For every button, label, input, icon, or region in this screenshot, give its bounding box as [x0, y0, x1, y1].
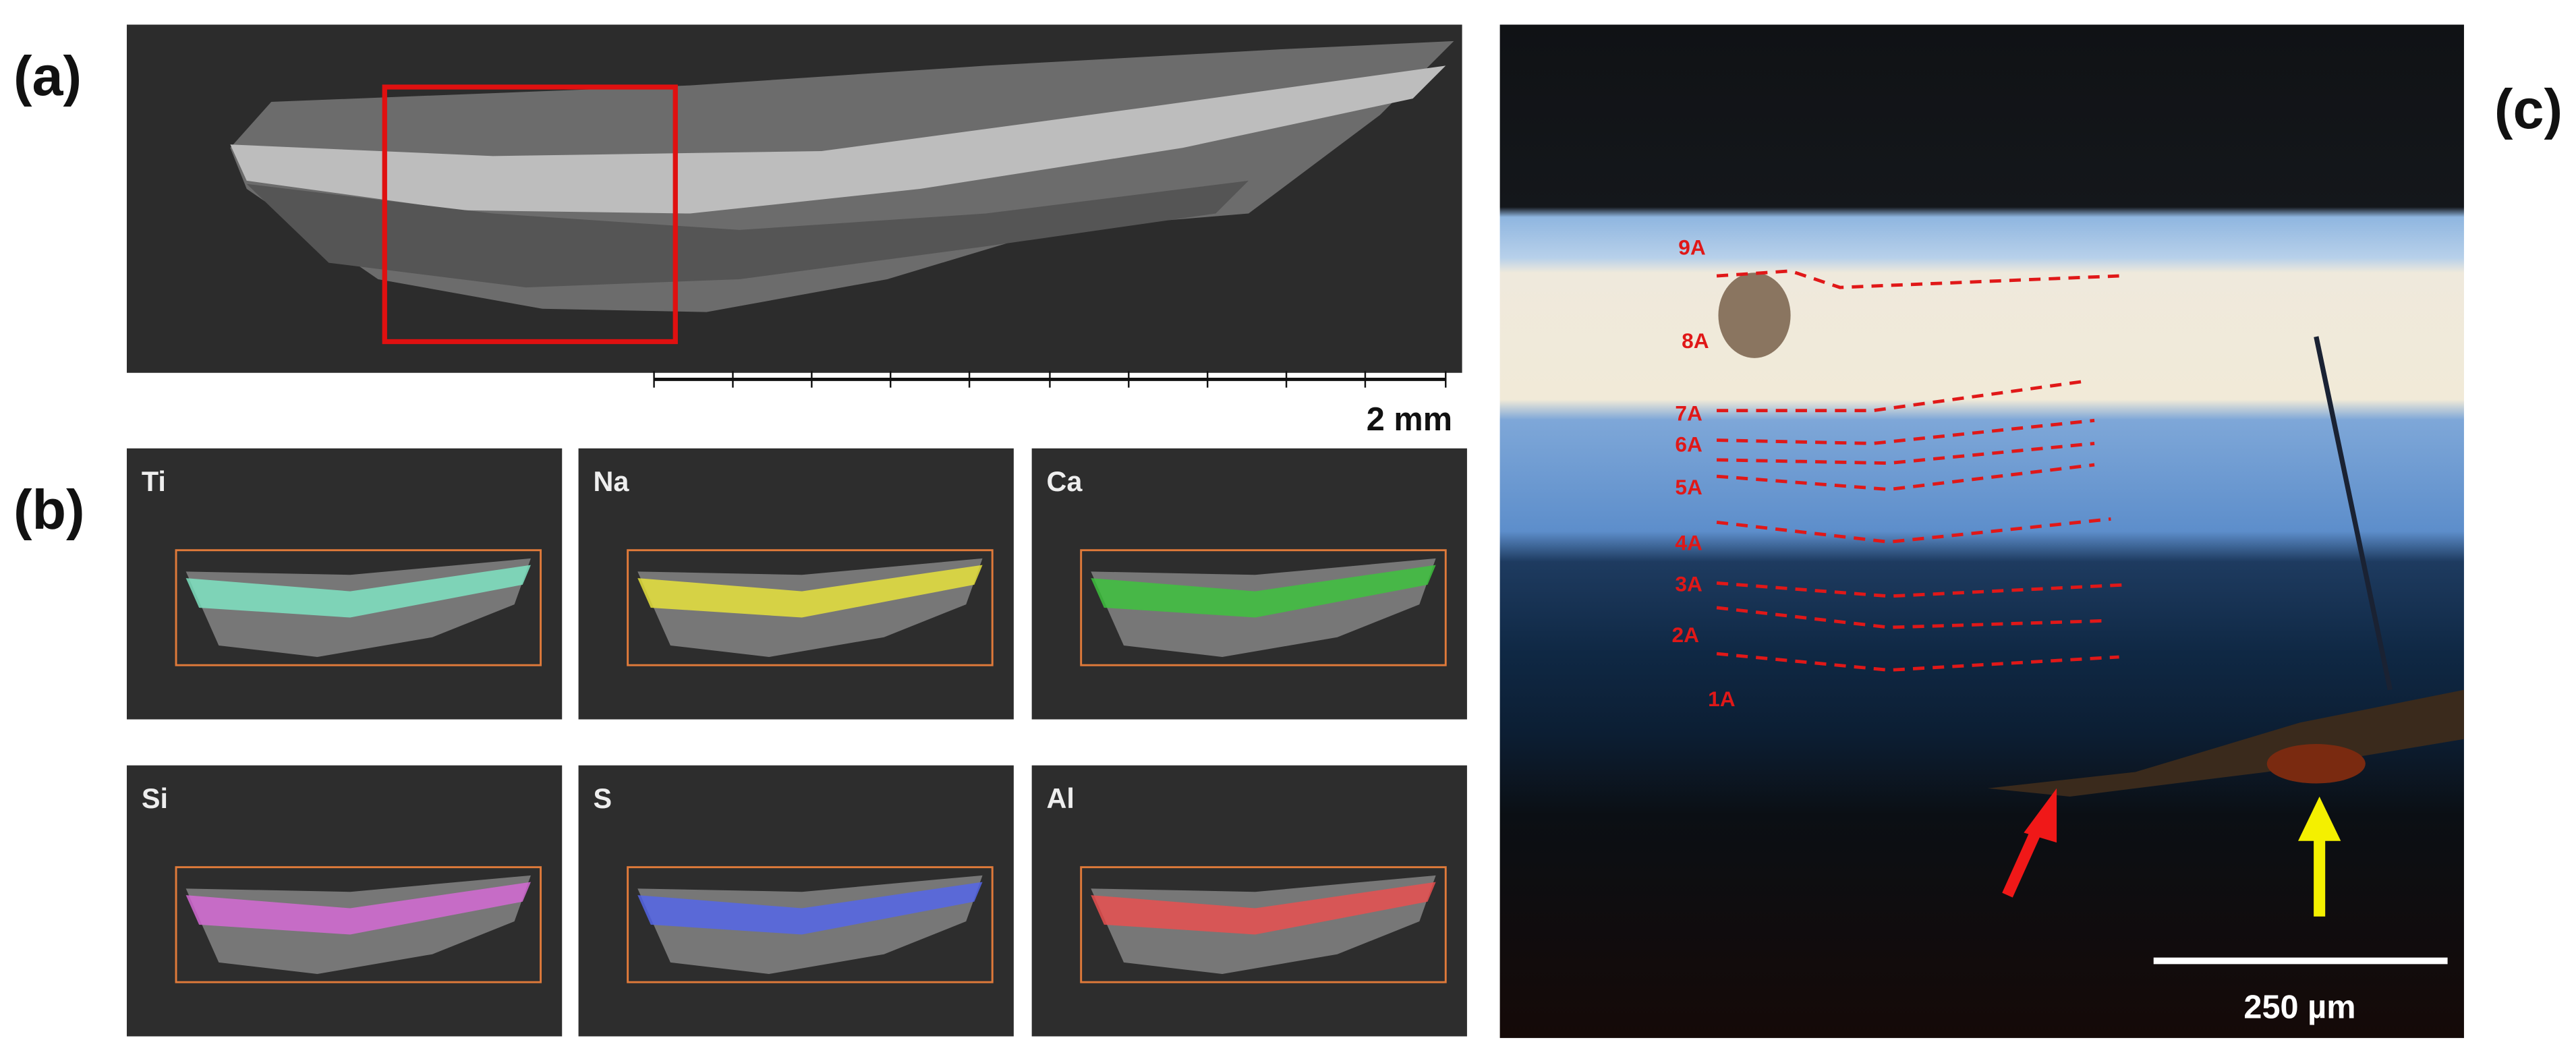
map-frame	[1080, 549, 1447, 666]
element-map: S	[578, 765, 1014, 1037]
map-label: Ca	[1047, 466, 1083, 497]
map-label: Na	[594, 466, 630, 497]
scale-bar	[653, 371, 1447, 388]
layer-label: 6A	[1675, 432, 1702, 457]
map-frame	[175, 866, 542, 983]
element-map: Al	[1031, 765, 1467, 1037]
layer-label: 5A	[1675, 475, 1702, 499]
panel-label: (a)	[13, 45, 82, 107]
map-label: S	[594, 783, 612, 814]
layer-label: 4A	[1675, 531, 1702, 555]
element-map: Ca	[1031, 448, 1467, 720]
layer-label: 3A	[1675, 572, 1702, 596]
map-signal	[1091, 565, 1436, 618]
panel-label: (c)	[2494, 78, 2563, 140]
layer-label: 1A	[1708, 687, 1736, 711]
map-signal	[637, 565, 983, 618]
map-frame	[627, 549, 994, 666]
region-box	[382, 84, 678, 345]
layer-boundaries	[1716, 269, 2127, 672]
layer-labels: 9A 8A 7A 6A 5A 4A 3A 2A 1A	[1672, 235, 1736, 711]
map-signal	[185, 882, 531, 935]
element-map: Na	[578, 448, 1014, 720]
sample-layer	[246, 180, 1249, 288]
map-signal	[185, 565, 531, 618]
element-map: Ti	[126, 448, 563, 720]
map-signal	[637, 882, 983, 935]
map-label: Ti	[142, 466, 166, 497]
map-label: Al	[1047, 783, 1075, 814]
map-frame	[175, 549, 542, 666]
layer-label: 8A	[1682, 328, 1709, 353]
scale-label: 2 mm	[1367, 401, 1452, 438]
map-frame	[627, 866, 994, 983]
map-label: Si	[142, 783, 168, 814]
map-frame	[1080, 866, 1447, 983]
element-map: Si	[126, 765, 563, 1037]
scale-label: 250 µm	[2243, 990, 2355, 1026]
sample-layer	[230, 65, 1446, 214]
arrows	[2002, 788, 2341, 917]
element-maps: Ti Na Ca Si S Al	[126, 448, 1467, 1037]
layer-label: 2A	[1672, 623, 1700, 647]
layer-label: 7A	[1675, 401, 1702, 425]
layer-label: 9A	[1678, 235, 1706, 259]
panel-label: (b)	[13, 478, 85, 541]
map-signal	[1091, 882, 1436, 935]
